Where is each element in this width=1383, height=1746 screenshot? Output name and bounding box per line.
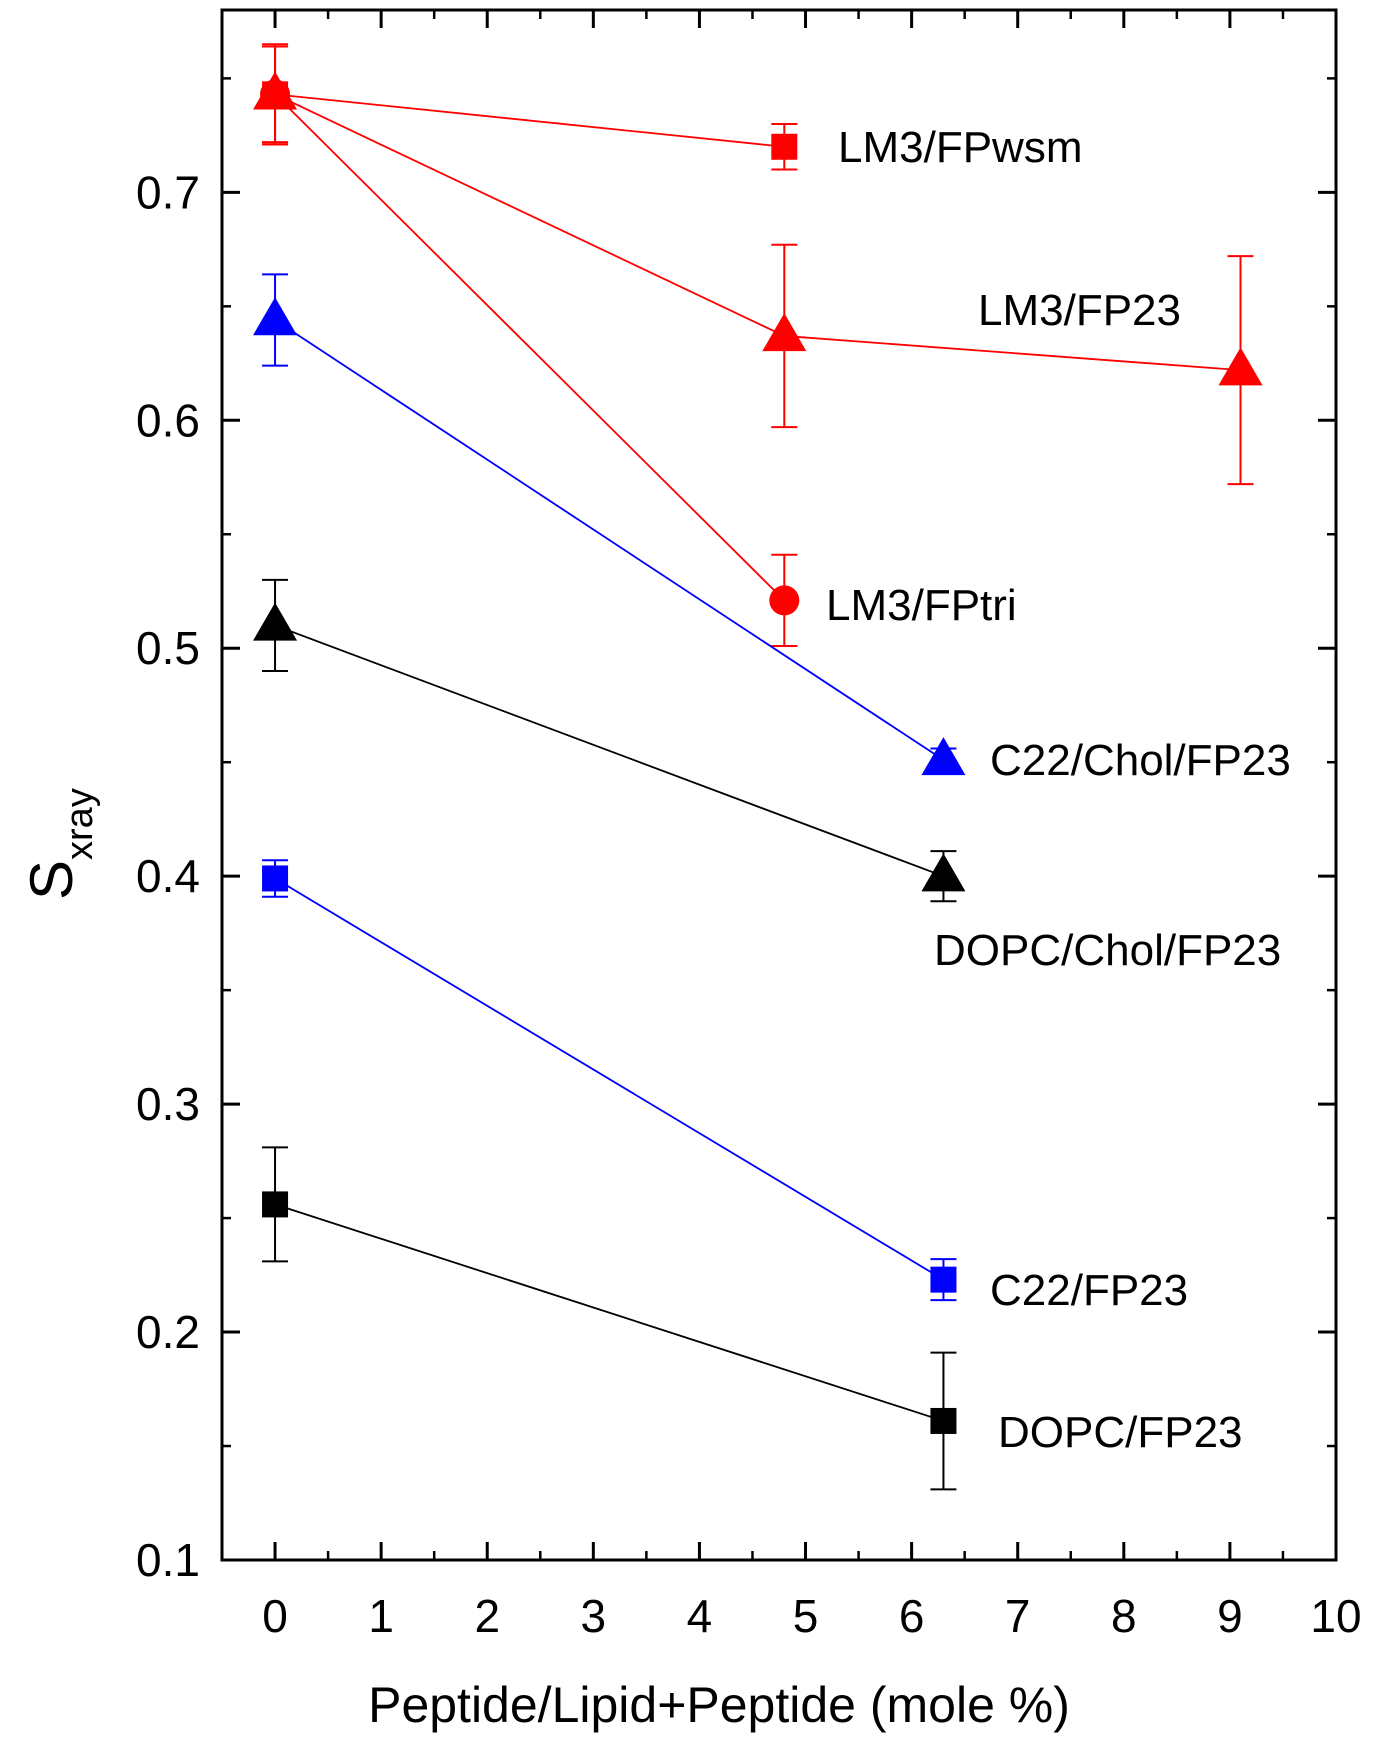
series-label: DOPC/FP23 xyxy=(998,1408,1243,1457)
series-line xyxy=(274,877,944,1281)
series-lm3-fp23: LM3/FP23 xyxy=(253,45,1263,486)
series-label: DOPC/Chol/FP23 xyxy=(934,926,1281,975)
series-line xyxy=(274,319,944,761)
x-tick-label: 10 xyxy=(1310,1590,1361,1642)
data-point-circle xyxy=(260,79,291,110)
x-tick-label: 0 xyxy=(262,1590,288,1642)
series-line xyxy=(274,1203,944,1422)
series-line xyxy=(274,93,785,148)
series-label: LM3/FPwsm xyxy=(838,123,1082,172)
y-tick-label: 0.3 xyxy=(136,1078,200,1130)
plot-frame xyxy=(220,8,1338,1562)
data-point-triangle xyxy=(1218,347,1263,386)
series-c22-fp23: C22/FP23 xyxy=(262,859,1188,1315)
series-label: C22/FP23 xyxy=(990,1266,1188,1315)
data-point-square xyxy=(262,1191,289,1218)
data-point-square xyxy=(930,1407,957,1434)
y-axis-title: Sxray xyxy=(18,788,101,900)
x-tick-label: 1 xyxy=(368,1590,394,1642)
data-point-circle xyxy=(769,585,800,616)
series-line xyxy=(274,93,785,602)
data-point-triangle xyxy=(921,737,966,776)
x-tick-label: 4 xyxy=(687,1590,713,1642)
x-tick-label: 6 xyxy=(899,1590,925,1642)
y-tick-label: 0.6 xyxy=(136,394,200,446)
series-dopc-chol-fp23: DOPC/Chol/FP23 xyxy=(253,578,1281,975)
data-point-square xyxy=(262,865,289,892)
x-tick-label: 7 xyxy=(1005,1590,1031,1642)
x-tick-label: 5 xyxy=(793,1590,819,1642)
data-point-triangle xyxy=(253,297,298,336)
series-label: LM3/FPtri xyxy=(826,581,1017,630)
y-tick-label: 0.4 xyxy=(136,850,200,902)
series-line xyxy=(274,624,944,878)
y-tick-label: 0.2 xyxy=(136,1306,200,1358)
data-point-triangle xyxy=(762,313,807,352)
x-tick-label: 9 xyxy=(1217,1590,1243,1642)
x-tick-label: 2 xyxy=(474,1590,500,1642)
data-point-square xyxy=(771,133,798,160)
x-tick-label: 3 xyxy=(581,1590,607,1642)
series-layer: LM3/FPwsm LM3/FP23 LM3/FPtri C22/Chol/FP23 D… xyxy=(253,43,1291,1491)
x-tick-label: 8 xyxy=(1111,1590,1137,1642)
data-point-square xyxy=(930,1266,957,1293)
series-label: C22/Chol/FP23 xyxy=(990,736,1291,785)
series-lm3-fpwsm: LM3/FPwsm xyxy=(262,43,1082,172)
series-lm3-fptri: LM3/FPtri xyxy=(260,45,1017,647)
series-c22-chol-fp23: C22/Chol/FP23 xyxy=(253,273,1291,785)
x-axis-title: Peptide/Lipid+Peptide (mole %) xyxy=(368,1677,1070,1733)
axes-layer: 0 1 2 3 4 5 6 7 8 9 10 0.1 0.2 0.3 0.4 0.5 0.6 0.7 Peptide… xyxy=(18,8,1362,1733)
series-label: LM3/FP23 xyxy=(978,286,1181,335)
y-axis-title-sub: xray xyxy=(59,788,101,860)
data-point-triangle xyxy=(253,602,298,641)
y-tick-label: 0.5 xyxy=(136,622,200,674)
y-tick-label: 0.1 xyxy=(136,1534,200,1586)
series-dopc-fp23: DOPC/FP23 xyxy=(262,1146,1243,1491)
y-tick-label: 0.7 xyxy=(136,166,200,218)
data-point-triangle xyxy=(921,853,966,892)
y-axis-title-main: S xyxy=(18,860,85,900)
